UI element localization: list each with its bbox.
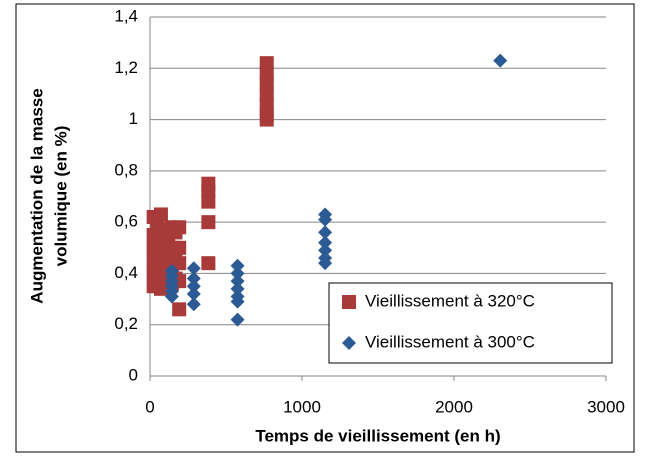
point: [186, 286, 201, 301]
point: [172, 256, 187, 271]
y-tick-label: 1,2: [114, 58, 138, 77]
y-tick-label: 0: [129, 365, 138, 384]
point: [172, 240, 187, 255]
point: [172, 302, 187, 317]
y-tick-label: 0,8: [114, 160, 138, 179]
point: [153, 207, 168, 222]
point: [201, 215, 216, 230]
x-tick-label: 0: [145, 397, 154, 416]
y-axis-title: volumique (en %): [51, 126, 70, 267]
y-tick-label: 0,4: [114, 263, 138, 282]
point: [230, 266, 245, 281]
point: [230, 294, 245, 309]
point: [186, 271, 201, 286]
point: [318, 243, 333, 258]
point: [318, 212, 333, 227]
y-tick-label: 0,6: [114, 212, 138, 231]
point: [230, 312, 245, 327]
x-tick-label: 1000: [283, 397, 321, 416]
point: [230, 258, 245, 273]
legend-label: Vieillissement à 320°C: [365, 291, 535, 310]
point: [318, 225, 333, 240]
point: [259, 112, 274, 127]
point: [172, 220, 187, 235]
y-tick-label: 1: [129, 109, 138, 128]
y-tick-label: 0,2: [114, 314, 138, 333]
point: [186, 297, 201, 312]
point: [230, 274, 245, 289]
legend-marker: [342, 336, 356, 350]
legend-label: Vieillissement à 300°C: [365, 332, 535, 351]
x-tick-label: 3000: [587, 397, 625, 416]
x-tick-label: 2000: [435, 397, 473, 416]
x-axis-title: Temps de vieillissement (en h): [255, 426, 500, 445]
point: [318, 235, 333, 250]
point: [230, 281, 245, 296]
point: [318, 256, 333, 271]
point: [186, 261, 201, 276]
legend-box: [328, 282, 613, 364]
y-axis-title: Augmentation de la masse: [27, 88, 46, 303]
point: [186, 279, 201, 294]
legend-marker: [342, 295, 356, 309]
point: [164, 289, 179, 304]
point: [201, 194, 216, 209]
chart-border: [15, 3, 635, 453]
y-tick-label: 1,4: [114, 6, 138, 25]
point: [201, 256, 216, 271]
point: [493, 53, 508, 68]
